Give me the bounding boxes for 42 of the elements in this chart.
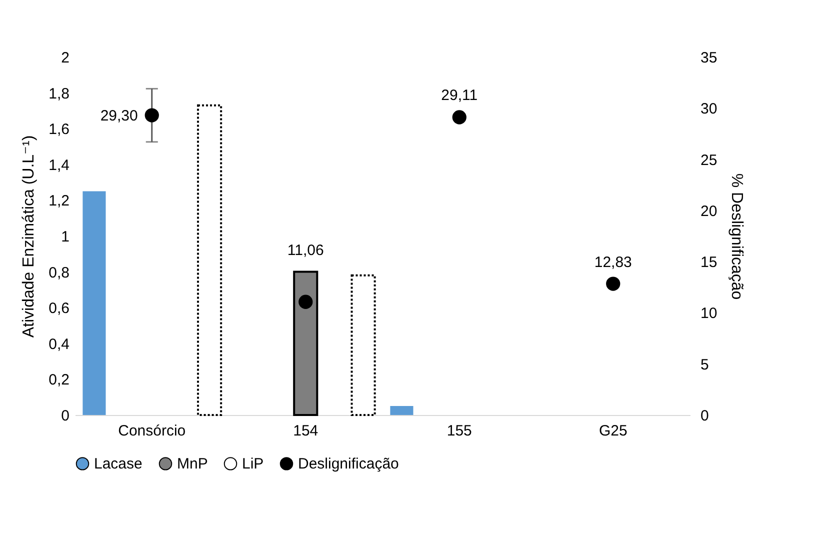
point [144,108,159,122]
data-label: 11,06 [287,242,324,259]
point [298,294,313,309]
legend-label: LiP [242,456,264,473]
bar [82,191,106,415]
legend-label: Deslignificação [298,456,399,473]
legend-label: Lacase [94,456,142,473]
data-label: 29,30 [100,107,138,124]
y2-tick-label: 20 [700,202,718,220]
y-tick-label: 1,4 [48,156,70,174]
y2-tick-label: 10 [700,305,718,322]
y-tick-label: 0,2 [48,372,70,389]
y-tick-label: 0 [61,408,70,424]
y2-tick-label: 5 [700,356,709,374]
y2-axis-title: % Deslignificação [728,173,746,300]
y2-tick-label: 25 [700,152,718,169]
x-tick-label: Consórcio [118,422,186,440]
y-tick-label: 1,2 [48,192,70,210]
y-tick-label: 0,4 [48,336,70,353]
x-tick-label: 155 [446,422,472,440]
point [606,276,620,291]
data-label: 12,83 [594,254,632,271]
y2-tick-label: 30 [700,100,718,118]
y-tick-label: 2 [61,50,70,66]
y-tick-label: 0,8 [48,264,70,282]
bar [350,274,376,416]
y-tick-label: 1 [61,228,70,246]
y-tick-label: 1,8 [48,85,70,102]
y-axis-title: Atividade Enzimática (U.L⁻¹) [20,135,38,338]
y2-tick-label: 15 [700,254,718,272]
bar [197,104,222,416]
legend-label: MnP [177,456,208,473]
bar [390,406,414,415]
y2-tick-label: 0 [700,408,709,424]
bar [293,270,318,416]
y2-tick-label: 35 [700,50,718,66]
x-tick-label: G25 [598,422,628,440]
point [452,110,466,124]
x-tick-label: 154 [293,422,318,440]
y-tick-label: 1,6 [48,121,70,138]
y-tick-label: 0,6 [48,300,70,318]
data-label: 29,11 [441,87,478,104]
